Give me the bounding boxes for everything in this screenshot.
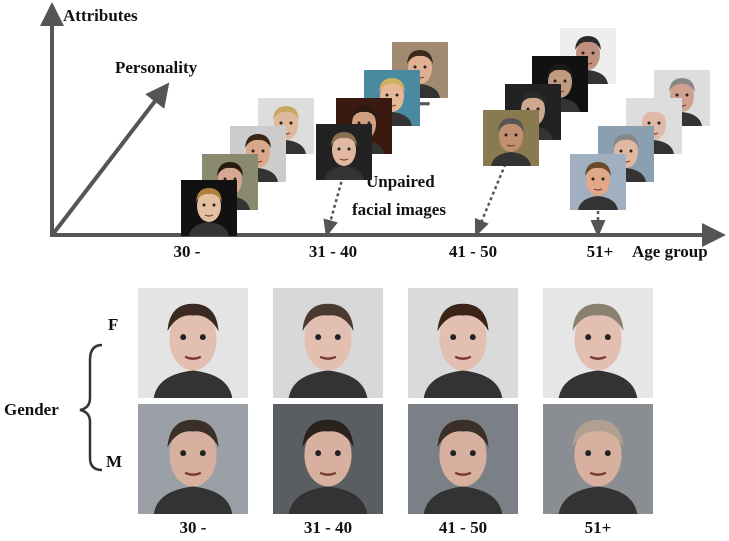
age-tick: 31 - 40 (308, 242, 358, 261)
face-photo (483, 110, 539, 166)
unpaired-label-line1: Unpaired (366, 172, 435, 191)
personality-axis (51, 82, 170, 236)
face-photo (570, 154, 626, 210)
unpaired-label-line2: facial images (352, 200, 446, 219)
face-photo (258, 98, 314, 154)
male-generated-face (138, 404, 248, 514)
personality-axis-label: Personality (115, 58, 198, 77)
age-group-axis-label: Age group (632, 242, 708, 261)
face-photo (181, 180, 237, 236)
column-label: 41 - 50 (438, 518, 488, 537)
column-label: 30 - (179, 518, 207, 537)
row-label-male: M (106, 452, 123, 471)
female-generated-face (408, 288, 518, 398)
female-generated-face (138, 288, 248, 398)
female-generated-face (273, 288, 383, 398)
column-label: 31 - 40 (303, 518, 353, 537)
male-generated-face (273, 404, 383, 514)
female-generated-face (543, 288, 653, 398)
age-tick: 41 - 50 (448, 242, 498, 261)
attributes-axis-label: Attributes (63, 6, 138, 25)
gender-label: Gender (4, 400, 59, 419)
male-generated-face (543, 404, 653, 514)
gender-brace (79, 343, 103, 472)
row-label-female: F (108, 315, 119, 334)
dotted-arrow (323, 175, 345, 238)
age-tick: 51+ (586, 242, 614, 261)
column-label: 51+ (584, 518, 612, 537)
male-generated-face (408, 404, 518, 514)
face-photo (316, 124, 372, 180)
age-tick: 30 - (173, 242, 201, 261)
